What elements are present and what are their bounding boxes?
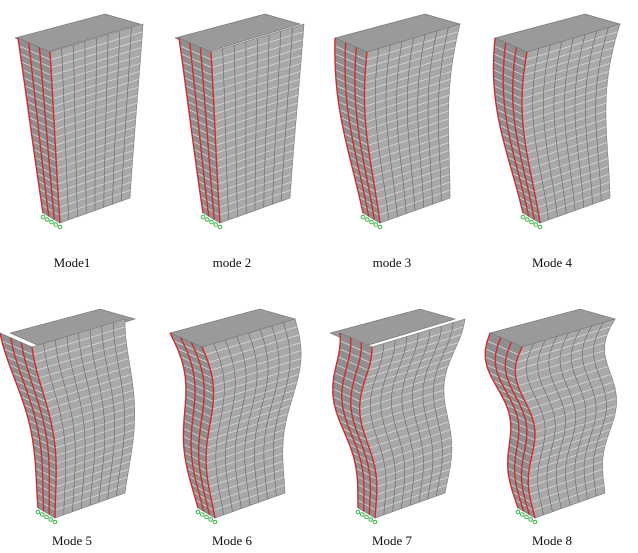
- building-model: [493, 14, 620, 229]
- support: [53, 520, 57, 524]
- support: [374, 223, 378, 227]
- building-model: [15, 14, 143, 229]
- support: [530, 220, 534, 224]
- mode-label: Mode 6: [212, 533, 253, 548]
- figure: Mode1 mode 2 mode 3 Mode 4 Mode 5 Mode 6 Mode …: [0, 0, 638, 553]
- support: [369, 518, 373, 522]
- mode-label: mode 2: [213, 255, 252, 270]
- building-model: [175, 14, 304, 229]
- support: [365, 218, 369, 222]
- mode-label: mode 3: [373, 255, 412, 270]
- mode-label: Mode 8: [532, 533, 572, 548]
- support: [214, 223, 218, 227]
- support: [538, 225, 542, 229]
- building-model: [0, 309, 135, 524]
- support: [370, 220, 374, 224]
- side-face: [364, 24, 460, 223]
- support: [36, 510, 40, 514]
- support: [360, 513, 364, 517]
- support: [49, 518, 53, 522]
- support: [520, 513, 524, 517]
- support: [58, 225, 62, 229]
- support: [534, 223, 538, 227]
- support: [210, 220, 214, 224]
- building-model: [485, 309, 617, 524]
- support: [361, 215, 365, 219]
- mode-label: Mode 4: [532, 255, 573, 270]
- support: [525, 515, 529, 519]
- support: [378, 225, 382, 229]
- support: [356, 510, 360, 514]
- support: [196, 510, 200, 514]
- support: [373, 520, 377, 524]
- support: [200, 513, 204, 517]
- mode-label: Mode1: [54, 255, 91, 270]
- mode-label: Mode 5: [52, 533, 92, 548]
- support: [516, 510, 520, 514]
- support: [54, 223, 58, 227]
- support: [209, 518, 213, 522]
- side-face: [522, 24, 620, 223]
- mode-label: Mode 7: [372, 533, 413, 548]
- building-model: [335, 14, 460, 229]
- support: [365, 515, 369, 519]
- building-model: [330, 309, 465, 524]
- building-model: [170, 309, 301, 524]
- support: [525, 218, 529, 222]
- support: [205, 515, 209, 519]
- support: [40, 513, 44, 517]
- support: [201, 215, 205, 219]
- support: [521, 215, 525, 219]
- support: [41, 215, 45, 219]
- support: [45, 218, 49, 222]
- support: [218, 225, 222, 229]
- support: [529, 518, 533, 522]
- support: [533, 520, 537, 524]
- support: [213, 520, 217, 524]
- support: [50, 220, 54, 224]
- support: [205, 218, 209, 222]
- support: [45, 515, 49, 519]
